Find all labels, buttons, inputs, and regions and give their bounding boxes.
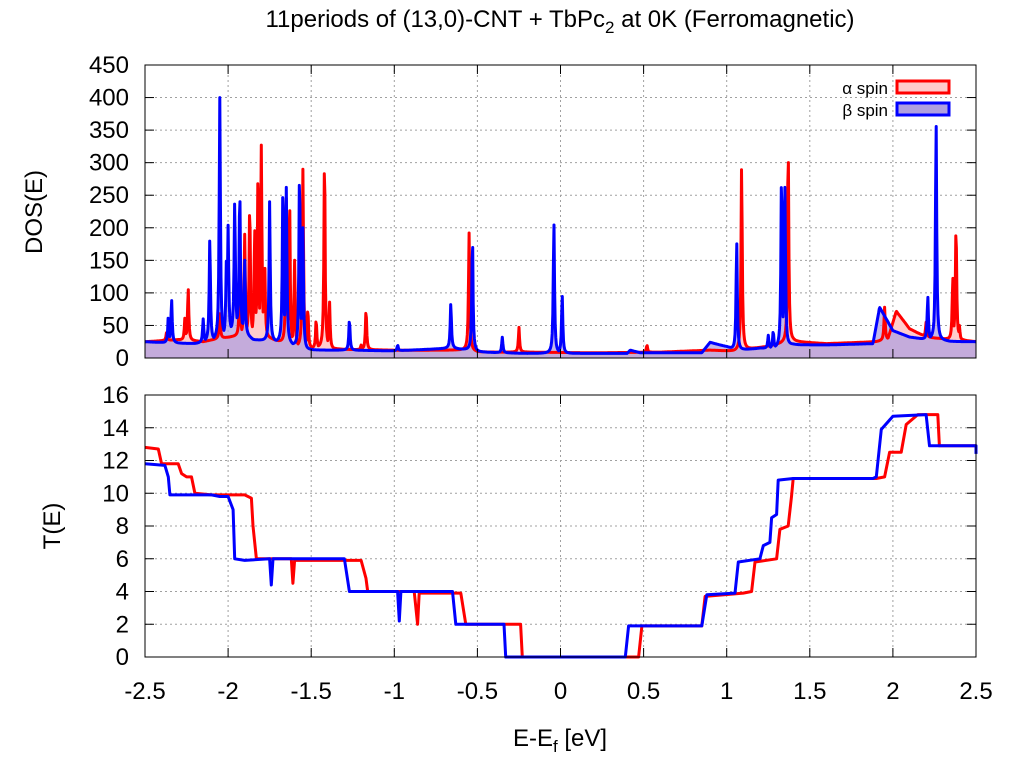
transmission-ytick-label: 0 — [116, 644, 129, 671]
transmission-ylabel: T(E) — [39, 503, 66, 550]
transmission-xtick-label: -1.5 — [291, 678, 332, 705]
transmission-ytick-label: 2 — [116, 611, 129, 638]
transmission-ytick-label: 4 — [116, 579, 129, 606]
transmission-panel: 0 2 4 6 8 10 12 14 16 -2.5 -2 -1.5 -1 -0.5 0 0.5 1 1.5 2 2.… — [102, 382, 992, 705]
legend: α spin β spin — [842, 79, 951, 120]
transmission-frame — [144, 394, 977, 658]
dos-ytick-label: 50 — [102, 312, 129, 339]
xlabel: E-Ef [eV] — [513, 725, 607, 756]
transmission-ytick-label: 6 — [116, 546, 129, 573]
transmission-ytick-label: 12 — [102, 448, 129, 475]
chart-title: 11periods of (13,0)-CNT + TbPc2 at 0K (F… — [265, 6, 854, 37]
dos-ytick-label: 150 — [89, 247, 129, 274]
transmission-ytick-label: 16 — [102, 382, 129, 409]
transmission-xtick-label: 0.5 — [627, 678, 660, 705]
dos-ytick-label: 200 — [89, 215, 129, 242]
dos-ytick-label: 300 — [89, 150, 129, 177]
transmission-xtick-label: -0.5 — [457, 678, 498, 705]
transmission-ytick-label: 14 — [102, 415, 129, 442]
dos-beta-line — [144, 96, 977, 355]
dos-ytick-label: 100 — [89, 280, 129, 307]
transmission-ytick-label: 10 — [102, 480, 129, 507]
dos-ytick-label: 400 — [89, 85, 129, 112]
dos-panel: 0 50 100 150 200 250 300 350 400 450 — [89, 52, 977, 372]
transmission-xtick-label: -1 — [384, 678, 405, 705]
legend-swatch-beta — [895, 101, 951, 117]
legend-swatch-alpha — [895, 79, 951, 95]
transmission-xtick-label: 2.5 — [959, 678, 992, 705]
transmission-xtick-label: -2.5 — [124, 678, 165, 705]
dos-frame — [144, 64, 977, 359]
dos-ytick-label: 0 — [116, 345, 129, 372]
transmission-xtick-label: 1 — [720, 678, 733, 705]
transmission-xtick-label: 0 — [554, 678, 567, 705]
transmission-ytick-label: 8 — [116, 513, 129, 540]
dos-ylabel: DOS(E) — [21, 170, 48, 254]
dos-ytick-label: 450 — [89, 52, 129, 79]
transmission-xtick-label: 1.5 — [793, 678, 826, 705]
transmission-xtick-label: -2 — [217, 678, 238, 705]
legend-label-beta: β spin — [842, 101, 888, 120]
dos-ytick-label: 250 — [89, 182, 129, 209]
transmission-xtick-label: 2 — [886, 678, 899, 705]
legend-label-alpha: α spin — [842, 79, 888, 98]
dos-ytick-label: 350 — [89, 117, 129, 144]
